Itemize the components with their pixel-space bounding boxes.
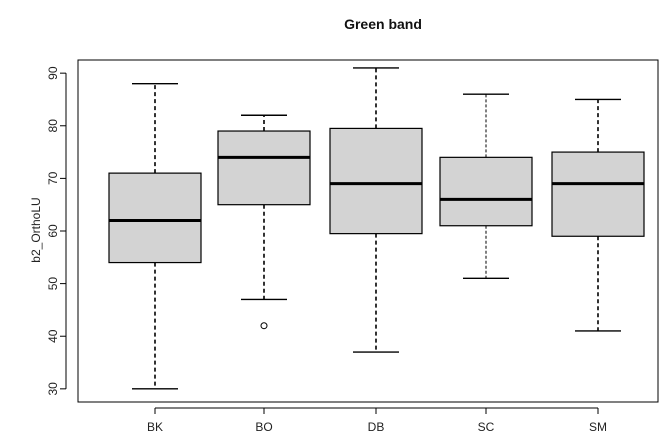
box-bk xyxy=(108,82,202,390)
y-axis: 30 40 50 60 70 80 90 xyxy=(46,66,67,396)
box-sm xyxy=(551,98,645,332)
y-axis-label: b2_OrthoLU xyxy=(29,197,43,262)
iqr-box xyxy=(217,130,311,206)
y-tick-label: 30 xyxy=(46,382,60,396)
box-db xyxy=(329,67,423,353)
boxes-group xyxy=(108,67,645,390)
x-tick-label: DB xyxy=(368,420,385,434)
iqr-box xyxy=(551,151,645,237)
x-tick-label: SC xyxy=(478,420,495,434)
y-tick-label: 40 xyxy=(46,329,60,343)
iqr-box xyxy=(108,172,202,264)
y-tick-label: 60 xyxy=(46,224,60,238)
y-tick-label: 70 xyxy=(46,171,60,185)
y-tick-label: 80 xyxy=(46,119,60,133)
iqr-box xyxy=(439,156,533,227)
x-tick-label: BO xyxy=(255,420,272,434)
x-axis: BK BO DB SC SM xyxy=(147,407,607,434)
x-tick-label: BK xyxy=(147,420,163,434)
box-bo xyxy=(217,114,311,330)
chart-title: Green band xyxy=(344,16,422,32)
x-tick-label: SM xyxy=(589,420,607,434)
plot-frame xyxy=(77,59,659,403)
y-tick-label: 50 xyxy=(46,277,60,291)
outlier-point xyxy=(260,322,268,330)
box-sc xyxy=(439,93,533,280)
y-tick-label: 90 xyxy=(46,66,60,80)
iqr-box xyxy=(329,127,423,235)
